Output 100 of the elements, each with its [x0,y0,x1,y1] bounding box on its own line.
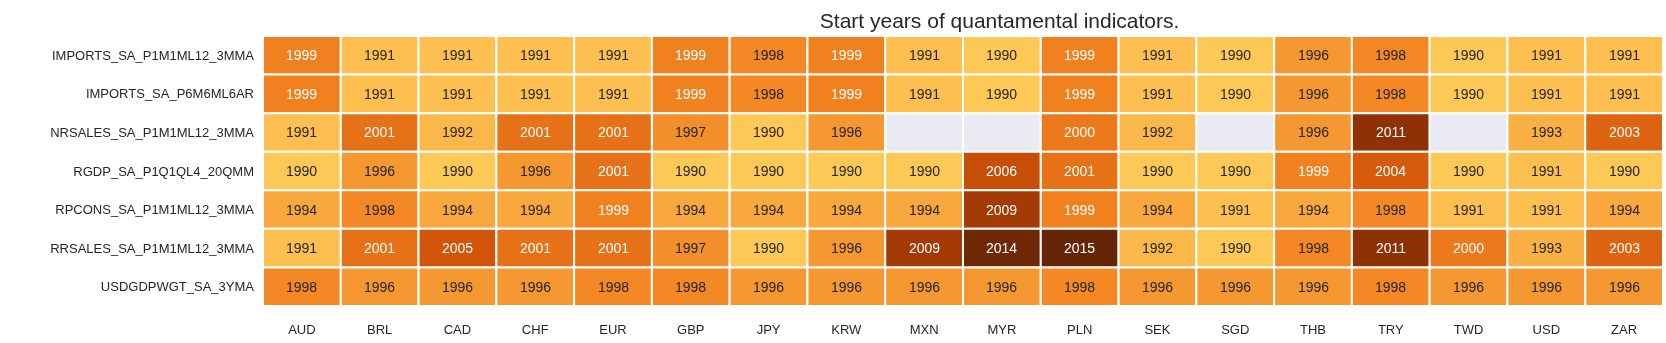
data-label: 1991 [909,86,941,102]
data-label: 1996 [831,124,863,140]
data-label: 1991 [598,86,630,102]
x-tick-label: USD [1532,322,1561,337]
y-tick-label: RRSALES_SA_P1M1ML12_3MMA [50,240,255,256]
data-label: 1990 [286,163,318,179]
data-label: 1991 [1609,47,1641,63]
data-label: 1994 [909,202,941,218]
data-label: 1990 [1220,240,1252,256]
data-label: 1998 [1375,202,1407,218]
data-label: 2011 [1376,240,1407,256]
data-label: 1999 [675,86,707,102]
data-label: 1998 [1375,47,1407,63]
data-label: 1996 [364,279,396,295]
data-label: 1996 [909,279,941,295]
y-tick-label: RPCONS_SA_P1M1ML12_3MMA [55,202,255,218]
data-label: 1994 [1609,202,1641,218]
data-label: 1994 [831,202,863,218]
data-label: 1999 [1064,47,1096,63]
data-label: 1990 [1142,163,1174,179]
data-label: 1990 [1609,163,1641,179]
data-label: 1992 [1142,240,1174,256]
data-label: 2001 [520,124,552,140]
data-label: 1999 [675,47,707,63]
data-label: 2009 [909,240,941,256]
data-label: 2001 [364,124,396,140]
data-label: 1996 [986,279,1018,295]
data-label: 2000 [1453,240,1485,256]
data-label: 1994 [1298,202,1330,218]
data-label: 1990 [986,86,1018,102]
data-label: 1991 [1531,163,1563,179]
data-label: 1998 [753,86,785,102]
data-label: 1991 [286,124,318,140]
data-label: 2001 [1064,163,1096,179]
x-tick-label: THB [1300,322,1326,337]
data-label: 1990 [986,47,1018,63]
data-label: 2001 [598,240,630,256]
x-tick-label: CHF [521,322,549,337]
data-label: 1996 [1220,279,1252,295]
y-tick-label: NRSALES_SA_P1M1ML12_3MMA [50,124,255,140]
x-tick-label: TWD [1453,322,1484,337]
data-label: 1999 [1064,202,1096,218]
data-label: 2003 [1609,124,1641,140]
x-tick-label: BRL [367,322,393,337]
data-label: 1996 [1453,279,1485,295]
data-label: 2000 [1064,124,1096,140]
data-label: 1993 [1531,240,1563,256]
x-tick-label: AUD [288,322,316,337]
data-label: 1990 [1453,47,1485,63]
data-label: 1996 [753,279,785,295]
x-tick-label: ZAR [1611,322,1638,337]
x-tick-label: SEK [1144,322,1171,337]
data-label: 1991 [442,47,474,63]
data-label: 2011 [1376,124,1407,140]
data-label: 1990 [753,124,785,140]
data-label: 2005 [442,240,474,256]
data-label: 1990 [675,163,707,179]
data-label: 1991 [1142,47,1174,63]
data-label: 1990 [753,163,785,179]
data-label: 1999 [286,47,318,63]
data-label: 1994 [1142,202,1174,218]
y-tick-label: IMPORTS_SA_P6M6ML6AR [85,86,254,102]
data-label: 1991 [1531,47,1563,63]
data-label: 1996 [1298,47,1330,63]
data-label: 1996 [831,279,863,295]
data-label: 1996 [1531,279,1563,295]
data-label: 2001 [598,163,630,179]
data-label: 1996 [520,163,552,179]
data-label: 1990 [1453,163,1485,179]
data-label: 1998 [286,279,318,295]
x-tick-label: EUR [599,322,627,337]
data-label: 1994 [520,202,552,218]
data-label: 1990 [753,240,785,256]
chart-title: Start years of quantamental indicators. [819,8,1180,32]
data-label: 2001 [520,240,552,256]
data-label: 1997 [675,240,707,256]
data-label: 1991 [364,86,396,102]
x-tick-label: SGD [1221,322,1250,337]
y-tick-label: RGDP_SA_P1Q1QL4_20QMM [73,163,254,179]
data-label: 1992 [1142,124,1174,140]
data-label: 1990 [1220,86,1252,102]
data-label: 1996 [442,279,474,295]
data-label: 2006 [986,163,1018,179]
data-label: 2015 [1064,240,1096,256]
data-label: 1996 [520,279,552,295]
data-label: 1999 [1064,86,1096,102]
data-label: 1998 [364,202,396,218]
data-label: 1994 [675,202,707,218]
x-tick-label: KRW [831,322,863,337]
x-tick-label: TRY [1377,322,1404,337]
data-label: 2001 [598,124,630,140]
data-label: 1991 [520,47,552,63]
x-tick-label: PLN [1067,322,1093,337]
data-label: 2004 [1375,163,1407,179]
x-tick-label: MYR [987,322,1017,337]
data-label: 1991 [1142,86,1174,102]
data-label: 1991 [1531,86,1563,102]
data-label: 2001 [364,240,396,256]
data-label: 1990 [831,163,863,179]
data-label: 1994 [442,202,474,218]
